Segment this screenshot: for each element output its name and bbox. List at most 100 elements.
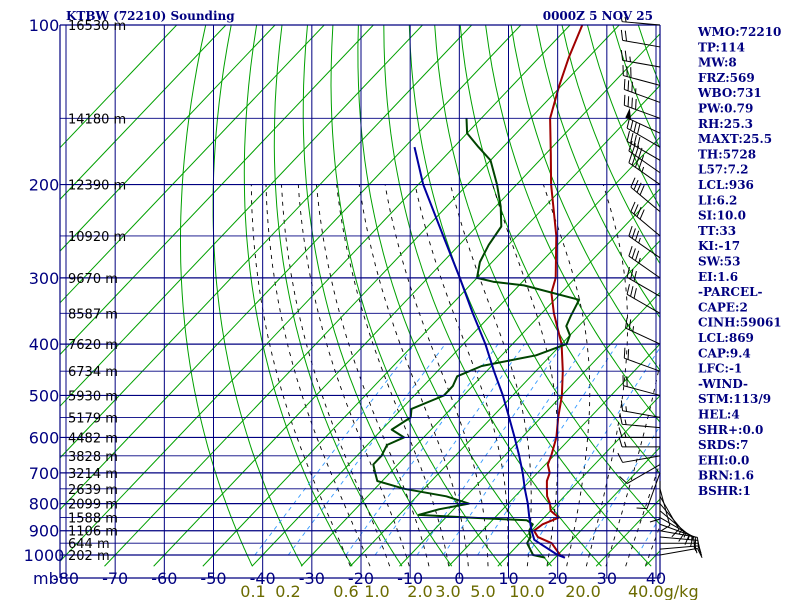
barb-half-feather bbox=[683, 532, 687, 538]
height-label: 2639 m bbox=[68, 483, 118, 498]
valid-time: 0000Z 5 NOV 25 bbox=[543, 9, 653, 23]
moist-adiabat bbox=[336, 184, 450, 567]
pressure-tick-label: 800 bbox=[29, 495, 60, 514]
barb-staff bbox=[625, 116, 661, 134]
barb-feather bbox=[633, 135, 637, 146]
moist-adiabat bbox=[281, 184, 391, 567]
height-label: 1106 m bbox=[68, 525, 118, 540]
barb-pennant bbox=[625, 108, 631, 120]
mixing-ratio-line bbox=[580, 425, 660, 556]
barb-feather bbox=[633, 204, 639, 215]
barb-staff bbox=[626, 140, 661, 161]
barb-feather bbox=[696, 548, 703, 558]
temperature-tick-label: -10 bbox=[397, 569, 423, 588]
mixing-ratio-unit: g/kg bbox=[664, 582, 699, 600]
barb-feather bbox=[625, 317, 628, 329]
barb-staff bbox=[628, 235, 661, 259]
barb-feather bbox=[634, 157, 640, 168]
height-label: 3828 m bbox=[68, 450, 118, 465]
sounding-index: LFC:-1 bbox=[698, 362, 742, 376]
barb-feather bbox=[630, 286, 634, 297]
wind-barb bbox=[628, 152, 661, 185]
wind-barb bbox=[630, 201, 661, 237]
sounding-index: SRDS:7 bbox=[698, 438, 749, 452]
isotherm bbox=[60, 25, 227, 201]
sounding-index: -WIND- bbox=[698, 377, 748, 391]
pressure-tick-label: 700 bbox=[29, 464, 60, 483]
sounding-index: MAXT:25.5 bbox=[698, 132, 772, 146]
sounding-index: SHR+:0.0 bbox=[698, 423, 763, 437]
barb-staff bbox=[659, 488, 671, 526]
pressure-tick-label: 600 bbox=[29, 428, 60, 447]
wind-barb bbox=[618, 427, 660, 438]
sounding-index: RH:25.3 bbox=[698, 117, 753, 131]
barb-feather bbox=[623, 347, 626, 359]
wind-barb bbox=[628, 225, 661, 259]
barb-staff bbox=[622, 423, 661, 429]
barb-staff bbox=[628, 162, 661, 185]
barb-half-feather bbox=[629, 56, 631, 62]
dry-adiabat bbox=[459, 25, 660, 475]
sounding-index: BSHR:1 bbox=[698, 484, 751, 498]
barb-feather bbox=[636, 206, 642, 217]
barb-feather bbox=[620, 49, 624, 61]
mixing-ratio-label: 2.0 bbox=[407, 582, 432, 600]
temperature-tick-label: -80 bbox=[53, 569, 79, 588]
pressure-tick-label: 200 bbox=[29, 176, 60, 195]
barb-staff bbox=[623, 385, 661, 396]
dry-adiabat bbox=[357, 25, 552, 567]
temperature-tick-label: -20 bbox=[348, 569, 374, 588]
wind-barb bbox=[659, 547, 703, 558]
barb-half-feather bbox=[638, 237, 641, 244]
temperature-tick-label: 40 bbox=[646, 569, 666, 588]
pressure-tick-label: 100 bbox=[29, 16, 60, 35]
barb-half-feather bbox=[678, 529, 683, 535]
temperature-tick-label: 30 bbox=[597, 569, 617, 588]
barb-staff bbox=[624, 88, 661, 103]
dry-adiabat bbox=[485, 25, 660, 423]
barb-feather bbox=[633, 288, 637, 299]
barb-staff bbox=[622, 21, 661, 26]
barb-feather bbox=[630, 177, 636, 188]
barb-feather bbox=[619, 413, 623, 425]
barb-half-feather bbox=[641, 155, 645, 161]
isotherm bbox=[60, 25, 473, 459]
dry-adiabat bbox=[510, 25, 660, 372]
barb-feather bbox=[627, 80, 630, 91]
barb-feather bbox=[690, 536, 694, 547]
sounding-index: L57:7.2 bbox=[698, 163, 748, 177]
barb-feather bbox=[617, 452, 624, 463]
sounding-index: HEL:4 bbox=[698, 408, 740, 422]
mixing-ratio-label: 3.0 bbox=[435, 582, 460, 600]
pressure-tick-label: 500 bbox=[29, 386, 60, 405]
mixing-ratio-label: 0.1 bbox=[240, 582, 265, 600]
isotherm bbox=[399, 291, 660, 567]
dry-adiabat bbox=[180, 25, 253, 567]
sounding-index: TT:33 bbox=[698, 224, 736, 238]
wind-barb bbox=[628, 246, 661, 279]
mixing-ratio-label: 10.0 bbox=[509, 582, 545, 600]
wind-barb bbox=[623, 94, 661, 119]
barb-staff bbox=[628, 150, 661, 174]
barb-half-feather bbox=[624, 441, 627, 447]
barb-feather bbox=[639, 209, 645, 220]
sounding-index: TH:5728 bbox=[698, 147, 756, 161]
barb-feather bbox=[627, 96, 630, 107]
temperature-tick-label: -30 bbox=[299, 569, 325, 588]
pressure-axis-unit: mb bbox=[33, 569, 59, 588]
barb-feather bbox=[660, 525, 671, 532]
barb-feather bbox=[636, 137, 641, 148]
height-label: 9670 m bbox=[68, 272, 118, 287]
barb-feather bbox=[627, 349, 630, 360]
moist-adiabat bbox=[265, 184, 371, 567]
barb-feather bbox=[630, 269, 634, 280]
barb-half-feather bbox=[625, 406, 628, 412]
mixing-ratio-label: 0.6 bbox=[333, 582, 358, 600]
barb-staff bbox=[624, 357, 661, 372]
barb-half-feather bbox=[632, 326, 635, 332]
temperature-curve bbox=[533, 25, 584, 559]
barb-feather bbox=[634, 250, 640, 261]
barb-half-feather bbox=[624, 432, 627, 438]
wind-barb bbox=[630, 177, 661, 213]
sounding-index: KI:-17 bbox=[698, 239, 740, 253]
